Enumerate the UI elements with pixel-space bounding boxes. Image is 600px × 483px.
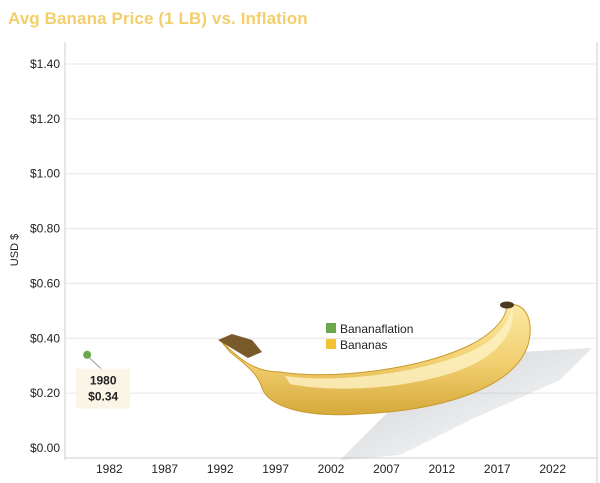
x-tick-labels: 1982 1987 1992 1997 2002 2007 2012 2017 2022 [96,462,566,476]
x-tick-label: 1982 [96,462,123,476]
y-tick-label: $0.60 [30,276,60,290]
tooltip-box [76,368,131,409]
data-tooltip: 1980 $0.34 [76,357,131,409]
x-tick-label: 2002 [318,462,345,476]
y-tick-label: $1.20 [30,112,60,126]
banana-stem [218,334,262,358]
tooltip-value: $0.34 [88,390,118,404]
x-tick-label: 2007 [373,462,400,476]
axes [64,42,598,483]
data-points [83,350,92,359]
x-tick-label: 2017 [484,462,511,476]
legend-swatch-bananas [326,339,336,349]
data-point-bananaflation[interactable] [83,350,92,359]
x-tick-label: 1992 [207,462,234,476]
banana-illustration [218,301,592,460]
tooltip-leader [88,357,102,370]
x-tick-label: 2012 [428,462,455,476]
y-axis-label: USD $ [9,234,21,266]
x-tick-label: 2022 [539,462,566,476]
y-tick-label: $0.40 [30,331,60,345]
x-tick-label: 1987 [151,462,178,476]
y-tick-label: $0.20 [30,386,60,400]
legend-label-bananaflation: Bananaflation [340,322,413,336]
y-tick-label: $1.40 [30,57,60,71]
y-tick-labels: $0.00 $0.20 $0.40 $0.60 $0.80 $1.00 $1.20 $1.40 [30,57,60,455]
y-tick-label: $1.00 [30,167,60,181]
y-tick-label: $0.00 [30,441,60,455]
x-tick-label: 1997 [262,462,289,476]
banana-highlight [285,308,513,389]
legend-swatch-bananaflation [326,323,336,333]
legend: Bananaflation Bananas [326,322,413,352]
chart-title: Avg Banana Price (1 LB) vs. Inflation [8,9,308,28]
banana-body [219,303,531,416]
banana-shadow [340,348,592,460]
banana-tip [500,301,514,309]
y-tick-label: $0.80 [30,222,60,236]
tooltip-year: 1980 [90,374,117,388]
legend-label-bananas: Bananas [340,338,387,352]
